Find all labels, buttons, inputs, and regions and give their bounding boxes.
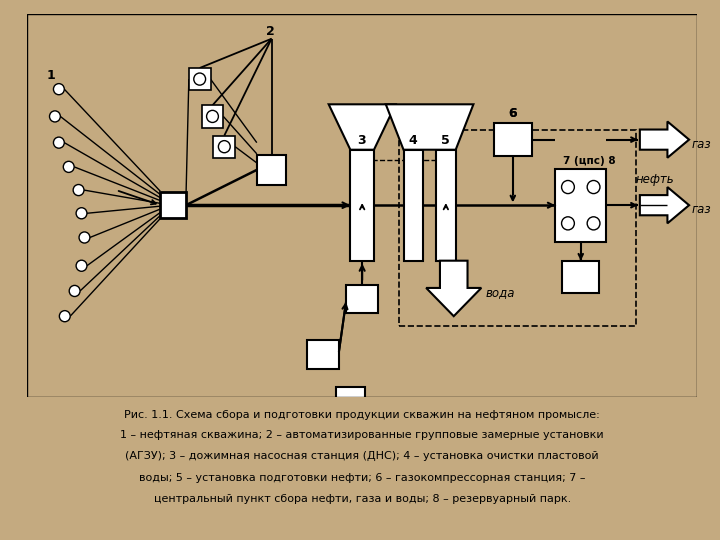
Text: центральный пункт сбора нефти, газа и воды; 8 – резервуарный парк.: центральный пункт сбора нефти, газа и во… bbox=[153, 494, 571, 504]
Circle shape bbox=[76, 208, 87, 219]
Circle shape bbox=[207, 110, 218, 123]
Bar bbox=[346, 285, 378, 313]
Circle shape bbox=[59, 310, 70, 322]
Polygon shape bbox=[328, 104, 396, 150]
Bar bbox=[161, 192, 186, 218]
Text: 4: 4 bbox=[408, 134, 417, 147]
Text: Рис. 1.1. Схема сбора и подготовки продукции скважин на нефтяном промысле:: Рис. 1.1. Схема сбора и подготовки проду… bbox=[125, 409, 600, 420]
Bar bbox=[189, 68, 210, 90]
Text: 2: 2 bbox=[266, 25, 274, 38]
Circle shape bbox=[588, 217, 600, 230]
Circle shape bbox=[76, 260, 87, 271]
Circle shape bbox=[218, 140, 230, 153]
Text: 6: 6 bbox=[508, 107, 516, 120]
Bar bbox=[351, 150, 374, 261]
Circle shape bbox=[194, 73, 206, 85]
Text: газ: газ bbox=[692, 203, 711, 217]
Bar bbox=[436, 150, 456, 261]
Bar bbox=[213, 136, 235, 158]
Bar bbox=[257, 155, 287, 185]
Bar bbox=[307, 340, 338, 369]
Text: нефть: нефть bbox=[636, 173, 675, 186]
Circle shape bbox=[79, 232, 90, 243]
Text: вода: вода bbox=[485, 286, 515, 299]
Polygon shape bbox=[640, 122, 689, 158]
Text: 1 – нефтяная скважина; 2 – автоматизированные групповые замерные установки: 1 – нефтяная скважина; 2 – автоматизиров… bbox=[120, 429, 604, 440]
Circle shape bbox=[53, 84, 64, 94]
Text: газ: газ bbox=[692, 138, 711, 151]
Bar bbox=[562, 261, 600, 293]
Bar bbox=[336, 387, 365, 413]
Text: 1: 1 bbox=[47, 69, 56, 82]
Circle shape bbox=[562, 217, 575, 230]
Circle shape bbox=[53, 137, 64, 148]
Bar bbox=[399, 130, 636, 326]
Circle shape bbox=[588, 180, 600, 194]
Bar bbox=[403, 150, 423, 261]
Circle shape bbox=[69, 286, 80, 296]
Circle shape bbox=[73, 185, 84, 195]
Text: (АГЗУ); 3 – дожимная насосная станция (ДНС); 4 – установка очистки пластовой: (АГЗУ); 3 – дожимная насосная станция (Д… bbox=[125, 451, 599, 462]
Bar bbox=[555, 169, 606, 241]
Text: воды; 5 – установка подготовки нефти; 6 – газокомпрессорная станция; 7 –: воды; 5 – установка подготовки нефти; 6 … bbox=[139, 474, 585, 483]
Text: 7 (цпс) 8: 7 (цпс) 8 bbox=[563, 156, 616, 166]
Text: 5: 5 bbox=[441, 134, 450, 147]
Bar bbox=[494, 124, 531, 156]
Circle shape bbox=[63, 161, 74, 172]
Polygon shape bbox=[640, 187, 689, 224]
Polygon shape bbox=[426, 261, 481, 316]
Bar bbox=[202, 105, 223, 127]
Text: 6: 6 bbox=[508, 107, 516, 120]
Polygon shape bbox=[386, 104, 474, 150]
Circle shape bbox=[562, 180, 575, 194]
Circle shape bbox=[50, 111, 60, 122]
Text: 3: 3 bbox=[357, 134, 366, 147]
